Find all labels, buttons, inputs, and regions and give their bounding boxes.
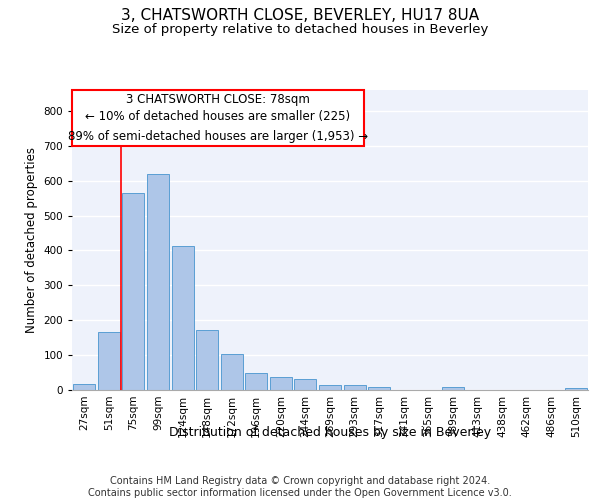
Bar	[196, 330, 218, 390]
Text: Contains HM Land Registry data © Crown copyright and database right 2024.
Contai: Contains HM Land Registry data © Crown c…	[88, 476, 512, 498]
Bar	[73, 384, 95, 390]
Text: 3 CHATSWORTH CLOSE: 78sqm: 3 CHATSWORTH CLOSE: 78sqm	[126, 92, 310, 106]
Bar	[172, 246, 194, 390]
Bar	[442, 387, 464, 390]
Text: Size of property relative to detached houses in Beverley: Size of property relative to detached ho…	[112, 22, 488, 36]
Bar	[295, 379, 316, 390]
Bar	[221, 354, 243, 390]
Bar	[368, 386, 390, 390]
Y-axis label: Number of detached properties: Number of detached properties	[25, 147, 38, 333]
Bar	[122, 193, 145, 390]
Bar	[319, 385, 341, 390]
Bar	[147, 174, 169, 390]
Bar	[565, 388, 587, 390]
Text: 3, CHATSWORTH CLOSE, BEVERLEY, HU17 8UA: 3, CHATSWORTH CLOSE, BEVERLEY, HU17 8UA	[121, 8, 479, 22]
Bar	[270, 376, 292, 390]
Text: ← 10% of detached houses are smaller (225): ← 10% of detached houses are smaller (22…	[85, 110, 350, 123]
Text: 89% of semi-detached houses are larger (1,953) →: 89% of semi-detached houses are larger (…	[68, 130, 368, 143]
Bar	[344, 386, 365, 390]
Bar	[245, 372, 268, 390]
Text: Distribution of detached houses by size in Beverley: Distribution of detached houses by size …	[169, 426, 491, 439]
Bar	[98, 332, 120, 390]
